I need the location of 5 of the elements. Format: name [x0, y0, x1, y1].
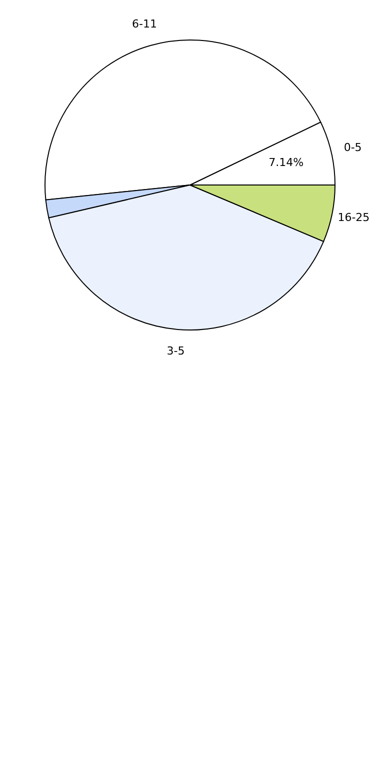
slice-label: 3-5 [166, 344, 185, 358]
data-label: 7.14% [268, 156, 304, 170]
slice-label: 0-5 [344, 140, 362, 154]
slice-label: 6-11 [132, 17, 157, 30]
slice-label: 16-25 [338, 211, 370, 224]
